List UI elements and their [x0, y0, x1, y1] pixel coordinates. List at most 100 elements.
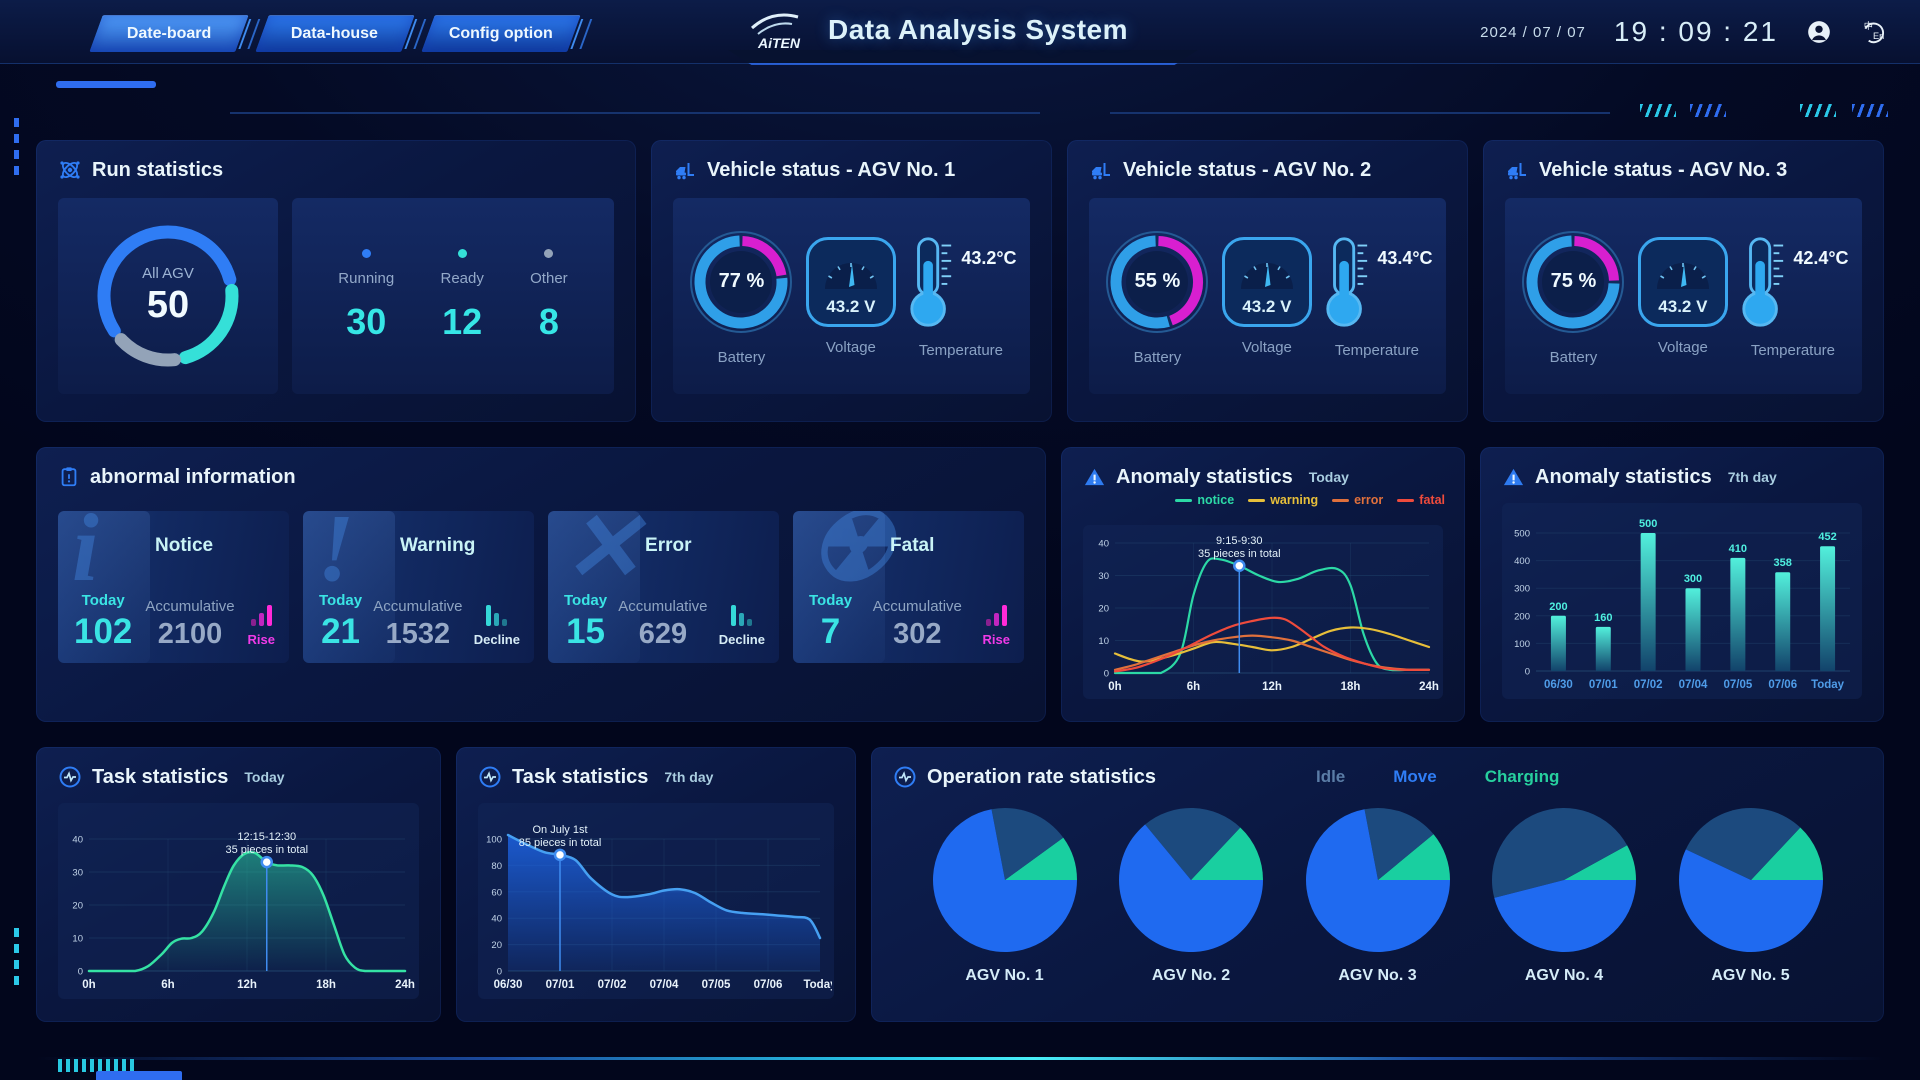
svg-text:07/01: 07/01 — [546, 979, 575, 991]
legend-error[interactable]: error — [1332, 493, 1383, 507]
voltage-metric: 43.2 V Voltage — [1637, 236, 1728, 356]
legend-notice[interactable]: notice — [1175, 493, 1234, 507]
trend-indicator: Rise — [983, 604, 1010, 649]
svg-text:358: 358 — [1774, 557, 1792, 569]
abnormal-card-notice[interactable]: i Notice Today 102 Accumulative 2100 Ris… — [58, 511, 289, 663]
svg-text:0: 0 — [1525, 667, 1530, 678]
panel-title: Run statistics — [92, 158, 224, 181]
svg-text:07/06: 07/06 — [754, 979, 783, 991]
decor-hash-1 — [1640, 104, 1676, 117]
svg-text:0: 0 — [77, 967, 82, 978]
panel-task-statistics-today: Task statistics Today 0 10 20 30 40 0h 6h 12h 18… — [36, 747, 441, 1022]
svg-text:35 pieces in total: 35 pieces in total — [1198, 548, 1281, 560]
pie-block-agv-2: AGV No. 2 — [1116, 805, 1266, 985]
today-stat: Today 102 — [74, 592, 133, 651]
panel-vehicle-status-2: Vehicle status - AGV No. 2 55 % Battery — [1067, 140, 1468, 422]
pie-block-agv-5: AGV No. 5 — [1676, 805, 1826, 985]
trend-bars-icon — [486, 604, 508, 626]
svg-text:0: 0 — [1104, 669, 1109, 680]
trend-bars-icon — [731, 604, 753, 626]
run-statistics-icon — [60, 161, 80, 179]
svg-text:200: 200 — [1549, 601, 1567, 613]
operation-pie-chart — [932, 808, 1077, 953]
stat-running: Running 30 — [338, 249, 394, 343]
legend-fatal[interactable]: fatal — [1397, 493, 1445, 507]
battery-gauge — [690, 230, 793, 333]
voltage-dial-icon — [824, 262, 877, 289]
legend-warning[interactable]: warning — [1248, 493, 1318, 507]
header: Date-board Data-house Config option AiTE… — [0, 0, 1920, 65]
svg-text:35 pieces in total: 35 pieces in total — [225, 844, 308, 856]
pie-block-agv-1: AGV No. 1 — [930, 805, 1080, 985]
panel-operation-rate: Operation rate statistics Idle Move Char… — [871, 747, 1884, 1022]
decor-bottom-bar — [96, 1071, 182, 1080]
accumulative-stat: Accumulative 1532 — [373, 598, 463, 650]
voltage-dial-icon — [1656, 262, 1709, 289]
svg-text:06/30: 06/30 — [494, 979, 523, 991]
run-stats-card: Running 30 Ready 12 Other 8 — [292, 198, 614, 394]
svg-text:6h: 6h — [1187, 681, 1200, 693]
anomaly-week-bar-chart: 0 100 200 300 400 500 06/30 07/01 07/02 07/04 07/0… — [1514, 518, 1850, 691]
voltage-dial-icon — [1240, 262, 1293, 289]
temperature-metric: 43.2°C Temperature — [905, 234, 1017, 359]
svg-text:07/02: 07/02 — [1634, 679, 1663, 691]
warning-icon: ! — [317, 511, 355, 601]
temperature-metric: 43.4°C Temperature — [1321, 234, 1433, 359]
vehicle-icon — [1508, 163, 1526, 180]
accumulative-stat: Accumulative 629 — [618, 598, 708, 650]
accumulative-stat: Accumulative 2100 — [145, 598, 235, 650]
running-dot — [361, 249, 371, 258]
svg-text:80: 80 — [491, 861, 502, 872]
tab-date-board[interactable]: Date-board — [89, 15, 249, 52]
card-title: Fatal — [890, 535, 935, 556]
tab-config-option[interactable]: Config option — [421, 15, 581, 52]
card-title: Notice — [155, 535, 214, 556]
anomaly-warning-icon — [1503, 468, 1524, 485]
abnormal-card-error[interactable]: ✕ Error Today 15 Accumulative 629 Declin… — [548, 511, 779, 663]
legend-idle[interactable]: Idle — [1315, 767, 1346, 786]
svg-text:18h: 18h — [316, 979, 336, 991]
header-decoration — [728, 50, 1198, 65]
task-week-area-chart: 0 20 40 60 80 100 06/30 07/01 07/02 07/04 07/05 07/… — [486, 824, 832, 991]
legend-move[interactable]: Move — [1393, 767, 1437, 786]
abnormal-card-warning[interactable]: ! Warning Today 21 Accumulative 1532 Dec… — [303, 511, 534, 663]
vehicle-metrics-card: 77 % Battery 43.2 V Voltage — [673, 198, 1030, 394]
svg-text:07/01: 07/01 — [1589, 679, 1618, 691]
svg-text:500: 500 — [1514, 529, 1530, 540]
vehicle-icon — [676, 163, 694, 180]
svg-text:10: 10 — [72, 934, 83, 945]
all-agv-donut-chart — [97, 225, 239, 367]
svg-text:07/02: 07/02 — [598, 979, 627, 991]
nav-tabs: Date-board Data-house Config option — [89, 15, 594, 52]
language-icon[interactable]: 中 En — [1860, 19, 1886, 45]
vehicle-metrics-card: 75 % Battery 43.2 V Voltage — [1505, 198, 1862, 394]
svg-text:Today: Today — [803, 979, 832, 991]
task-statistics-icon — [59, 766, 81, 788]
svg-text:07/05: 07/05 — [1723, 679, 1752, 691]
voltage-metric: 43.2 V Voltage — [805, 236, 896, 356]
header-right: 2024 / 07 / 07 19 : 09 : 21 中 En — [1480, 0, 1886, 64]
operation-pie-chart — [1119, 807, 1263, 953]
legend-charging[interactable]: Charging — [1484, 767, 1560, 786]
abnormal-card-fatal[interactable]: ☢ Fatal Today 7 Accumulative 302 Rise — [793, 511, 1024, 663]
svg-text:40: 40 — [1098, 539, 1109, 550]
tab-data-house[interactable]: Data-house — [255, 15, 415, 52]
svg-text:AiTEN: AiTEN — [757, 35, 801, 51]
fatal-icon: ☢ — [807, 511, 894, 601]
svg-text:On July 1st: On July 1st — [532, 824, 587, 836]
vehicle-icon — [1092, 163, 1110, 180]
user-icon[interactable] — [1806, 19, 1832, 45]
svg-text:100: 100 — [486, 835, 502, 846]
voltage-gauge: 43.2 V — [1221, 236, 1312, 327]
brand: AiTEN Data Analysis System — [742, 8, 1128, 52]
stat-other: Other 8 — [530, 249, 568, 343]
svg-text:07/04: 07/04 — [1679, 679, 1708, 691]
decor-line-left — [230, 112, 1040, 114]
svg-text:160: 160 — [1594, 612, 1612, 624]
panel-vehicle-status-1: Vehicle status - AGV No. 1 77 % Battery — [651, 140, 1052, 422]
thermometer-icon — [1326, 236, 1368, 327]
svg-text:07/04: 07/04 — [650, 979, 679, 991]
panel-title: abnormal information — [90, 465, 296, 488]
